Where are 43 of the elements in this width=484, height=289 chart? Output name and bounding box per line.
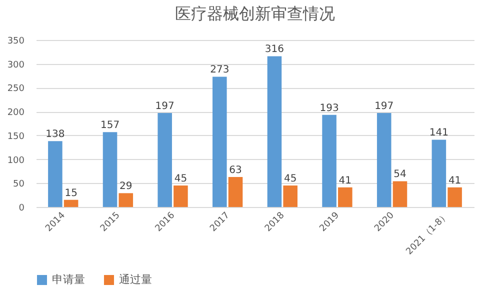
data-label: 138 [46, 129, 65, 140]
data-label: 193 [320, 102, 339, 114]
y-tick-label: 50 [13, 180, 25, 190]
data-label: 197 [374, 101, 394, 112]
data-label: 54 [394, 169, 406, 180]
bar [64, 200, 78, 207]
bar [267, 56, 282, 207]
data-label: 141 [429, 128, 448, 139]
legend-label: 申请量 [52, 273, 85, 286]
bar [338, 187, 352, 207]
y-tick-label: 250 [7, 84, 25, 94]
data-label: 316 [264, 44, 284, 56]
data-label: 273 [210, 64, 230, 76]
bar [432, 140, 446, 207]
bar [392, 181, 408, 207]
legend-label: 通过量 [119, 273, 152, 286]
y-tick-label: 200 [7, 108, 25, 118]
y-tick-label: 300 [7, 60, 25, 70]
bar [212, 76, 227, 207]
bar [102, 132, 118, 207]
data-label: 41 [448, 175, 462, 186]
data-label: 157 [100, 120, 120, 132]
bar [448, 187, 462, 207]
data-label: 45 [174, 174, 188, 185]
chart-title: 医疗器械创新审查情况 [175, 4, 335, 23]
bar [118, 193, 134, 207]
data-label: 29 [120, 181, 132, 192]
y-tick-label: 100 [7, 156, 25, 166]
data-label: 197 [155, 101, 174, 112]
bar [322, 114, 336, 207]
bar [228, 176, 243, 207]
data-label: 41 [338, 175, 352, 186]
y-tick-label: 0 [18, 204, 25, 214]
y-tick-label: 150 [7, 132, 25, 142]
data-label: 45 [284, 174, 297, 185]
data-label: 15 [64, 188, 78, 199]
y-tick-label: 350 [7, 36, 25, 46]
bar [376, 113, 392, 207]
bar [48, 141, 62, 207]
bar [283, 186, 298, 207]
data-label: 63 [229, 164, 242, 176]
bar [158, 113, 172, 207]
bar [174, 186, 188, 207]
